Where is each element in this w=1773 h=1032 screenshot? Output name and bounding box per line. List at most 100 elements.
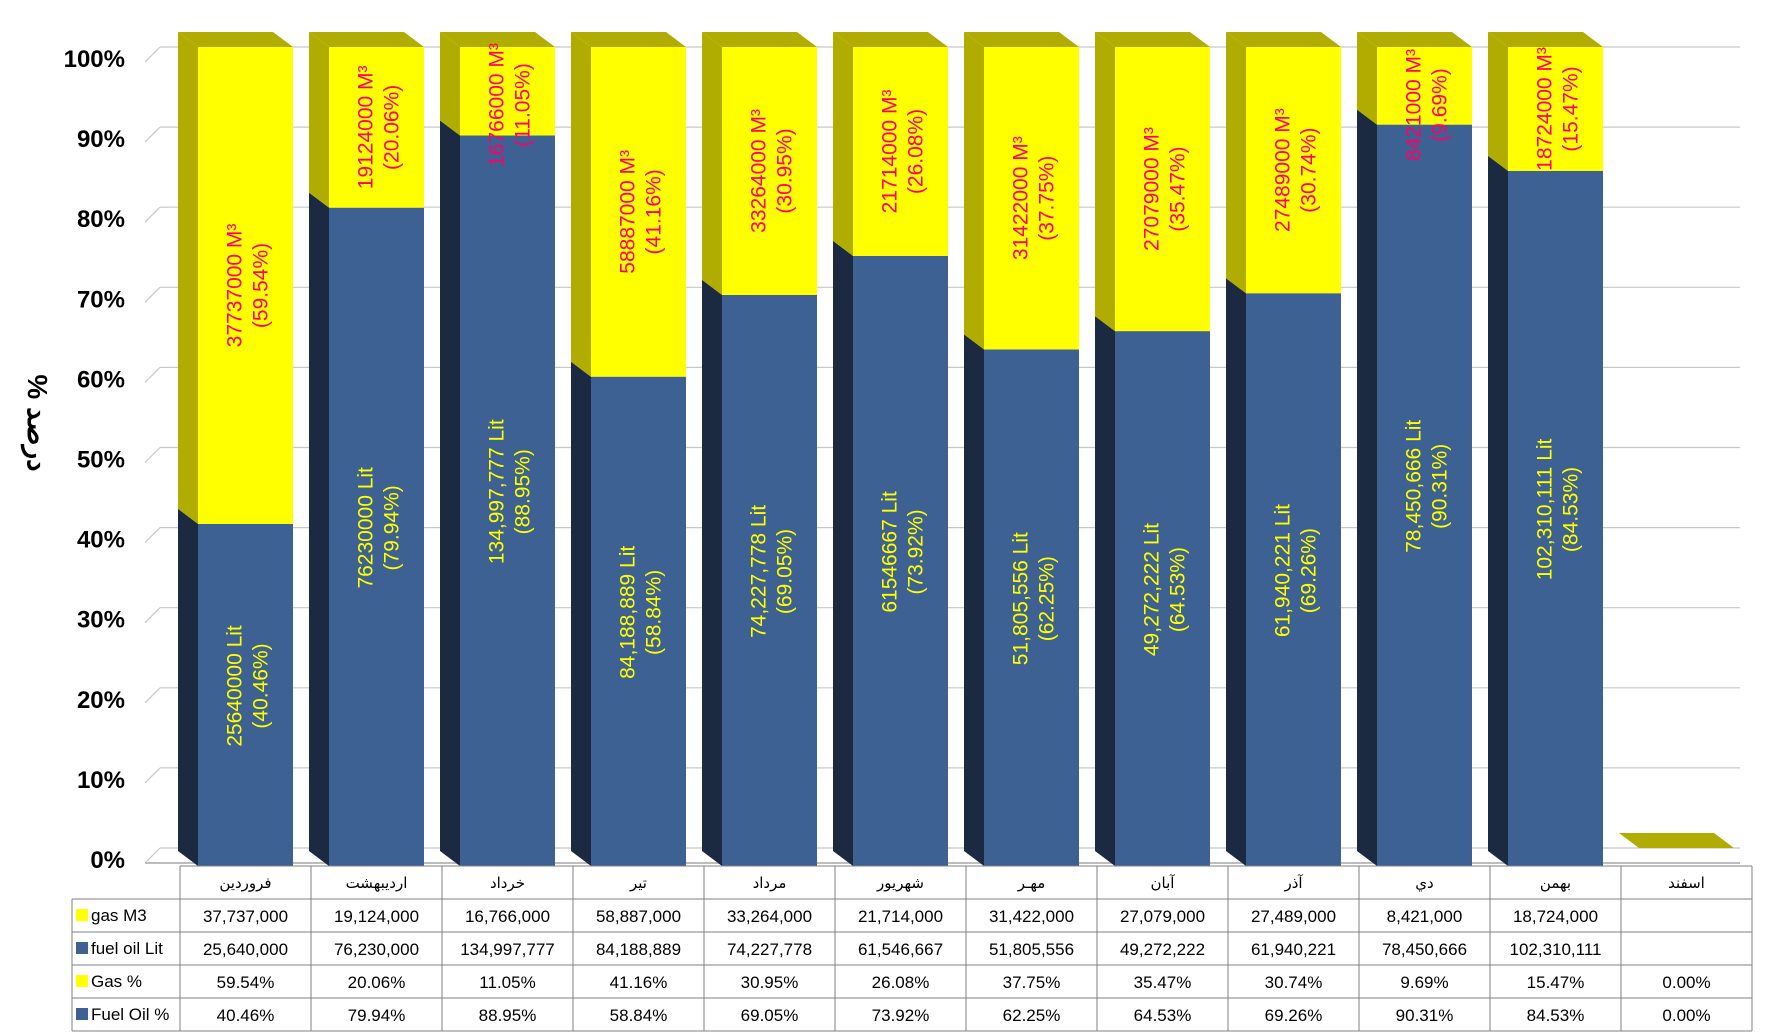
table-cell: 19,124,000 xyxy=(334,907,419,926)
table-cell: 90.31% xyxy=(1396,1006,1454,1025)
table-cell: 15.47% xyxy=(1527,973,1585,992)
table-cell: 16,766,000 xyxy=(465,907,550,926)
table-cell: 64.53% xyxy=(1134,1006,1192,1025)
bar-label-gas: 37737000 M³ (59.54%) xyxy=(224,224,273,348)
bar-fuel-side xyxy=(571,361,591,866)
bar-gas xyxy=(853,47,948,256)
table-header-cell: اردیبهشت xyxy=(346,874,408,892)
table-cell: 61,546,667 xyxy=(858,940,943,959)
table-cell: 78,450,666 xyxy=(1382,940,1467,959)
table-row-label: fuel oil Lit xyxy=(91,939,163,958)
bar-label-gas: 8421000 M³ (9.69%) xyxy=(1403,49,1452,161)
table-cell: 33,264,000 xyxy=(727,907,812,926)
table-cell: 58.84% xyxy=(610,1006,668,1025)
y-tick-label: 10% xyxy=(77,767,125,794)
gridline-side xyxy=(144,527,161,544)
bar-label-fuel: 134,997,777 Lit (88.95%) xyxy=(486,419,535,564)
bar-gas xyxy=(1508,47,1603,171)
bar-gas xyxy=(984,47,1079,350)
bar-fuel-side xyxy=(964,334,984,866)
bar-label-fuel: 76230000 Lit (79.94%) xyxy=(355,467,404,589)
table-cell: 88.95% xyxy=(479,1006,537,1025)
bar-top xyxy=(571,32,686,47)
table-header-cell: خرداد xyxy=(490,874,525,892)
bar-empty xyxy=(1619,833,1734,848)
table-row-label: gas M3 xyxy=(91,906,147,925)
bar-fuel xyxy=(460,135,555,866)
bar-fuel-side xyxy=(833,240,853,866)
bar-label-gas: 27079000 M³ (35.47%) xyxy=(1141,127,1190,251)
table-cell: 21,714,000 xyxy=(858,907,943,926)
table-cell: 49,272,222 xyxy=(1120,940,1205,959)
table-header-cell: دي xyxy=(1415,874,1433,893)
bar-label-gas: 16766000 M³ (11.05%) xyxy=(486,43,535,167)
gridline-side xyxy=(144,286,161,303)
table-cell: 58,887,000 xyxy=(596,907,681,926)
bar-fuel-side xyxy=(1226,278,1246,866)
bar-fuel xyxy=(329,207,424,866)
bar-top xyxy=(1226,32,1341,47)
table-cell: 40.46% xyxy=(217,1006,275,1025)
bar-gas xyxy=(329,47,424,208)
y-tick-label: 80% xyxy=(77,206,125,233)
table-cell: 102,310,111 xyxy=(1509,940,1601,959)
bar-gas-side xyxy=(702,32,722,295)
table-cell: 30.74% xyxy=(1265,973,1323,992)
table-cell: 18,724,000 xyxy=(1513,907,1598,926)
data-table: فروردین اردیبهشت خرداد تیر مرداد شهریور مهـر آب… xyxy=(71,865,1753,1032)
bar-label-gas: 19124000 M³ (20.06%) xyxy=(355,65,404,189)
bar-gas xyxy=(1115,47,1210,332)
bar-label-fuel: 25640000 Lit (40.46%) xyxy=(224,625,273,747)
gridline-side xyxy=(144,847,161,864)
bar-gas-side xyxy=(309,32,329,208)
gridline-side xyxy=(144,126,161,143)
bar-fuel-side xyxy=(1488,155,1508,867)
bar-top xyxy=(1357,32,1472,47)
bar-gas-side xyxy=(1357,32,1377,125)
table-cell: 20.06% xyxy=(348,973,406,992)
bar-top xyxy=(1095,32,1210,47)
bar-label-fuel: 74,227,778 Lit (69.05%) xyxy=(748,505,797,638)
bar-fuel xyxy=(722,294,817,866)
bar-fuel-side xyxy=(1357,109,1377,867)
table-cell: 26.08% xyxy=(872,973,930,992)
table-cell: 84,188,889 xyxy=(596,940,681,959)
table-cell: 62.25% xyxy=(1003,1006,1061,1025)
table-cell: 37.75% xyxy=(1003,973,1061,992)
bar-gas xyxy=(198,47,293,524)
table-header-cell: تیر xyxy=(629,874,647,892)
bar-label-fuel: 49,272,222 Lit (64.53%) xyxy=(1141,523,1190,656)
table-cell: 25,640,000 xyxy=(203,940,288,959)
table-header-cell: مهـر xyxy=(1017,874,1046,892)
y-axis-label: % درصد xyxy=(20,374,53,471)
bars: 25640000 Lit (40.46%) 37737000 M³ (59.54%) 7… xyxy=(178,32,1734,867)
bar-gas-side xyxy=(833,32,853,256)
bar-fuel-side xyxy=(178,508,198,866)
gridline-side xyxy=(144,767,161,784)
table-cell: 35.47% xyxy=(1134,973,1192,992)
table-cell: 69.05% xyxy=(741,1006,799,1025)
bar-fuel xyxy=(1377,124,1472,867)
table-cell: 69.26% xyxy=(1265,1006,1323,1025)
bar-gas-side xyxy=(178,32,198,524)
bar-top xyxy=(178,32,293,47)
y-tick-label: 60% xyxy=(77,366,125,393)
y-tick-label: 0% xyxy=(90,847,125,874)
y-tick-label: 50% xyxy=(77,447,125,474)
y-tick-label: 20% xyxy=(77,687,125,714)
table-header-cell: شهریور xyxy=(876,874,924,892)
bar-gas-side xyxy=(440,32,460,136)
y-axis-ticks: 0% 10% 20% 30% 40% 50% 60% 70% 80% 90% 100% xyxy=(64,46,125,874)
table-header-cell: بهمن xyxy=(1540,874,1571,892)
table-cell: 61,940,221 xyxy=(1251,940,1336,959)
gridline-side xyxy=(144,607,161,624)
table-cell: 41.16% xyxy=(610,973,668,992)
y-tick-label: 70% xyxy=(77,286,125,313)
table-cell: 0.00% xyxy=(1662,1006,1710,1025)
gridline-side xyxy=(144,447,161,463)
bar-label-gas: 18724000 M³ (15.47%) xyxy=(1534,47,1583,171)
bar-label-fuel: 78,450,666 Lit (90.31%) xyxy=(1403,420,1452,553)
gridline-side xyxy=(144,206,161,223)
bar-label-gas: 33264000 M³ (30.95%) xyxy=(748,109,797,233)
